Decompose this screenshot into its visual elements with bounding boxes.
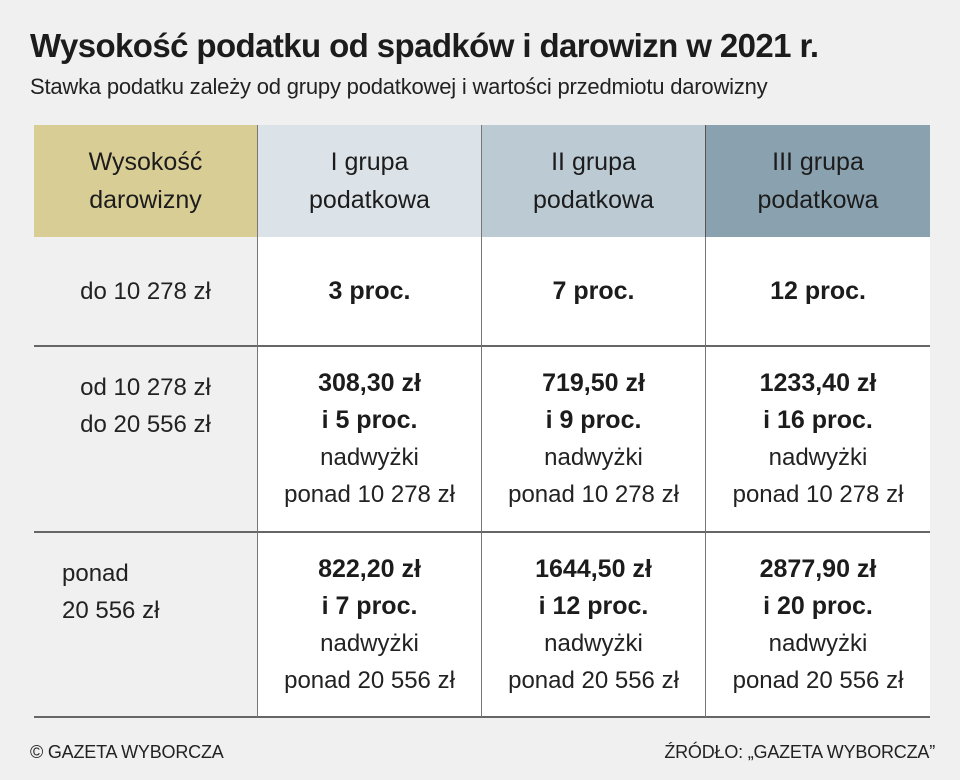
cell-note: nadwyżki <box>544 630 643 657</box>
cell-rate: i 7 proc. <box>321 592 418 620</box>
header-line: II grupa <box>551 148 636 176</box>
page-subtitle: Stawka podatku zależy od grupy podatkowe… <box>30 74 768 99</box>
header-group-1: I grupa podatkowa <box>257 125 481 237</box>
tax-table: Wysokość darowizny I grupa podatkowa II … <box>34 125 930 718</box>
cell-rate: 7 proc. <box>552 276 635 305</box>
cell-note: nadwyżki <box>768 630 868 657</box>
row-label-line: od 10 278 zł <box>80 374 211 401</box>
cell-base-amount: 1644,50 zł <box>535 555 652 583</box>
cell-rate: i 5 proc. <box>321 406 418 434</box>
cell-rate: i 20 proc. <box>763 592 873 620</box>
cell-note: nadwyżki <box>320 630 419 657</box>
cell-base-amount: 1233,40 zł <box>759 369 877 397</box>
table-cell: 7 proc. <box>481 237 705 347</box>
cell-rate: 12 proc. <box>770 276 866 305</box>
cell-note: ponad 20 556 zł <box>732 667 904 694</box>
cell-note: ponad 20 556 zł <box>508 667 679 694</box>
cell-note: nadwyżki <box>544 444 643 471</box>
row-label: do 10 278 zł <box>34 237 257 347</box>
cell-base-amount: 719,50 zł <box>542 369 645 397</box>
cell-base-amount: 2877,90 zł <box>759 555 877 583</box>
cell-note: nadwyżki <box>768 444 868 471</box>
cell-note: ponad 10 278 zł <box>508 481 679 508</box>
table-cell: 719,50 zł i 9 proc. nadwyżki ponad 10 27… <box>481 347 705 533</box>
table-cell: 12 proc. <box>705 237 930 347</box>
cell-rate: i 9 proc. <box>545 406 642 434</box>
table-cell: 2877,90 zł i 20 proc. nadwyżki ponad 20 … <box>705 533 930 718</box>
cell-note: nadwyżki <box>320 444 419 471</box>
cell-base-amount: 308,30 zł <box>318 369 421 397</box>
table-cell: 308,30 zł i 5 proc. nadwyżki ponad 10 27… <box>257 347 481 533</box>
row-label-line: do 20 556 zł <box>80 411 211 438</box>
header-line: darowizny <box>89 186 202 214</box>
row-label: ponad 20 556 zł <box>34 533 257 718</box>
copyright-credit: © GAZETA WYBORCZA <box>30 742 224 762</box>
cell-rate: 3 proc. <box>328 276 411 305</box>
table-cell: 822,20 zł i 7 proc. nadwyżki ponad 20 55… <box>257 533 481 718</box>
header-line: podatkowa <box>309 186 430 214</box>
table-cell: 1644,50 zł i 12 proc. nadwyżki ponad 20 … <box>481 533 705 718</box>
header-donation-amount: Wysokość darowizny <box>34 125 257 237</box>
row-label-line: 20 556 zł <box>62 597 160 624</box>
table-cell: 3 proc. <box>257 237 481 347</box>
cell-base-amount: 822,20 zł <box>318 555 421 583</box>
cell-note: ponad 20 556 zł <box>284 667 455 694</box>
table-cell: 1233,40 zł i 16 proc. nadwyżki ponad 10 … <box>705 347 930 533</box>
source-credit: ŹRÓDŁO: „GAZETA WYBORCZA” <box>664 742 935 762</box>
header-line: podatkowa <box>757 186 879 214</box>
header-group-3: III grupa podatkowa <box>705 125 930 237</box>
header-line: Wysokość <box>88 148 203 176</box>
row-label: od 10 278 zł do 20 556 zł <box>34 347 257 533</box>
header-line: podatkowa <box>533 186 654 214</box>
cell-note: ponad 10 278 zł <box>284 481 455 508</box>
cell-rate: i 16 proc. <box>763 406 873 434</box>
header-line: III grupa <box>772 148 864 176</box>
cell-rate: i 12 proc. <box>538 592 649 620</box>
cell-note: ponad 10 278 zł <box>732 481 904 508</box>
header-line: I grupa <box>330 148 409 176</box>
row-label-line: ponad <box>62 560 129 587</box>
page-title: Wysokość podatku od spadków i darowizn w… <box>30 27 819 64</box>
header-group-2: II grupa podatkowa <box>481 125 705 237</box>
row-label-line: do 10 278 zł <box>80 277 211 305</box>
